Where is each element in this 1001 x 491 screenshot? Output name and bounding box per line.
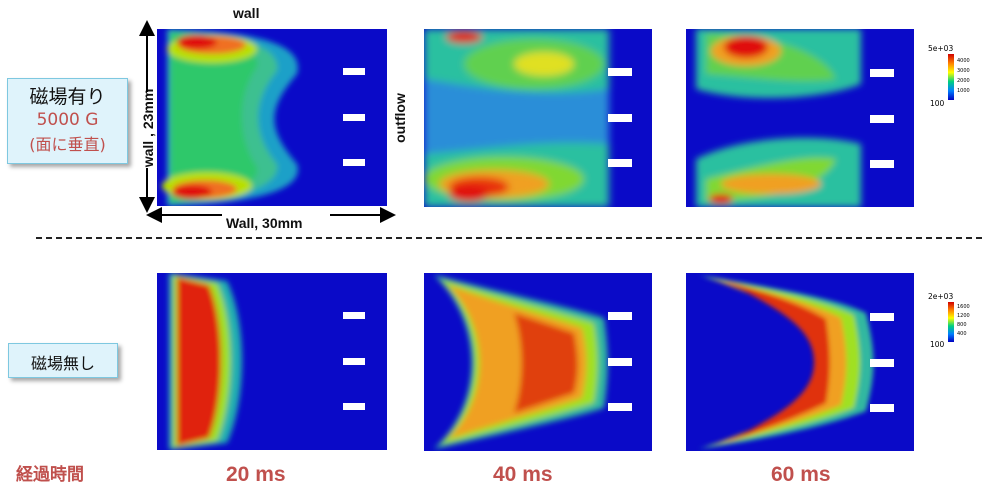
magnetic-on-title: 磁場有り — [29, 86, 106, 108]
colorbar-top-min: 100 — [930, 99, 945, 108]
panel-bottom-40ms — [424, 273, 652, 451]
panel-top-40ms — [424, 29, 652, 207]
magnetic-off-title: 磁場無し — [30, 354, 95, 373]
colorbar-top-max: 5e+03 — [928, 44, 954, 53]
magnetic-field-off-box: 磁場無し — [8, 343, 118, 378]
panel-bottom-20ms — [157, 273, 387, 450]
colorbar-bottom-min: 100 — [930, 340, 945, 349]
magnetic-on-strength: 5000 G — [36, 110, 99, 130]
colorbar-bottom-max: 2e+03 — [928, 292, 954, 301]
colorbar-top: 5e+03 4000 3000 2000 1000 100 — [928, 44, 970, 108]
panel-top-60ms — [686, 29, 914, 207]
magnetic-field-on-box: 磁場有り 5000 G (面に垂直) — [7, 78, 128, 164]
colorbar-top-gradient — [948, 54, 954, 100]
panel-bottom-60ms — [686, 273, 914, 451]
colorbar-bottom: 2e+03 1600 1200 800 400 100 — [928, 292, 970, 349]
colorbar-bottom-gradient — [948, 302, 954, 342]
time-label-20ms: 20 ms — [226, 463, 286, 486]
time-label-40ms: 40 ms — [493, 463, 553, 486]
wall-bottom-label: Wall, 30mm — [226, 215, 303, 231]
time-label-60ms: 60 ms — [771, 463, 831, 486]
panel-top-20ms — [157, 29, 387, 206]
magnetic-on-orientation: (面に垂直) — [29, 135, 106, 154]
row-divider — [36, 237, 982, 239]
wall-top-label: wall — [233, 5, 260, 21]
elapsed-time-label: 経過時間 — [16, 465, 84, 485]
